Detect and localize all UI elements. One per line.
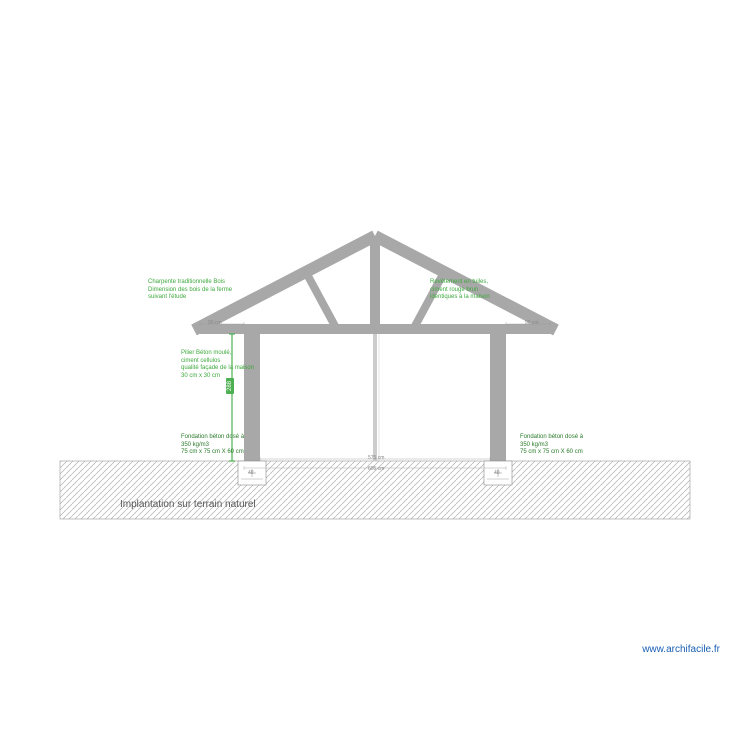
label-pilier: Pilier Béton moulé,ciment cellulosqualit… xyxy=(181,350,291,380)
dim-foundation-left: 40 xyxy=(248,470,254,476)
diagram-canvas xyxy=(0,0,750,750)
label-fondation-left: Fondation béton dosé à350 kg/m375 cm x 7… xyxy=(181,434,291,457)
dim-overhang-right: 90 cm xyxy=(525,320,539,326)
dim-overhang-left: 90 cm xyxy=(208,320,222,326)
label-charpente: Charpente traditionnelle BoisDimension d… xyxy=(148,279,258,302)
measure-pill-vertical: 288 xyxy=(226,378,234,394)
dim-foundation-right: 40 xyxy=(494,470,500,476)
label-implantation: Implantation sur terrain naturel xyxy=(120,499,256,510)
footer-link[interactable]: www.archifacile.fr xyxy=(642,644,720,655)
label-fondation-right: Fondation béton dosé à350 kg/m375 cm x 7… xyxy=(520,434,630,457)
dim-span-bottom: 605 cm xyxy=(368,466,384,472)
dim-span-top: 575 cm xyxy=(368,455,384,461)
label-revetement: Revêtement en tuiles,ciment rouge brunid… xyxy=(430,279,540,302)
